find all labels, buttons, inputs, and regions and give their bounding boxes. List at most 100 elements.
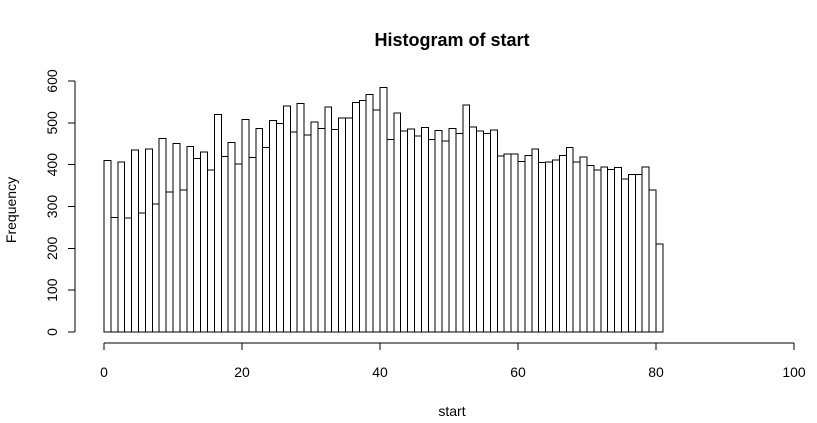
y-tick-label: 300 bbox=[44, 195, 60, 219]
histogram-bar bbox=[386, 139, 395, 333]
histogram-bar bbox=[572, 161, 581, 333]
y-tick-label: 500 bbox=[44, 111, 60, 135]
histogram-bar bbox=[241, 118, 250, 333]
x-tick-label: 60 bbox=[510, 364, 526, 380]
histogram-bar bbox=[517, 161, 526, 333]
histogram-bar bbox=[558, 154, 567, 333]
histogram-bar bbox=[379, 87, 388, 333]
histogram-bar bbox=[586, 165, 595, 333]
histogram-bar bbox=[303, 134, 312, 333]
histogram-bar bbox=[124, 217, 133, 333]
histogram-bar bbox=[503, 153, 512, 333]
histogram-bar bbox=[358, 100, 367, 333]
histogram-bar bbox=[634, 174, 643, 333]
histogram-bar bbox=[565, 147, 574, 333]
histogram-bar bbox=[213, 113, 222, 333]
histogram-bar bbox=[269, 119, 278, 333]
histogram-bar bbox=[276, 123, 284, 333]
histogram-bar bbox=[310, 121, 319, 333]
histogram-bar bbox=[476, 130, 485, 333]
histogram-bar bbox=[248, 157, 257, 333]
histogram-bar bbox=[193, 157, 202, 333]
histogram-bar bbox=[289, 131, 298, 333]
histogram-bar bbox=[407, 128, 416, 333]
histogram-bar bbox=[469, 126, 478, 333]
histogram-bar bbox=[462, 104, 471, 333]
histogram-bar bbox=[400, 130, 409, 333]
histogram-bar bbox=[200, 151, 209, 333]
histogram-bar bbox=[441, 140, 450, 333]
histogram-bar bbox=[538, 162, 547, 333]
histogram-bar bbox=[165, 191, 174, 333]
histogram-bar bbox=[614, 167, 622, 333]
histogram-bar bbox=[351, 101, 360, 333]
histogram-bar bbox=[331, 129, 340, 333]
histogram-bar bbox=[172, 142, 181, 333]
histogram-bar bbox=[324, 106, 333, 333]
histogram-bar bbox=[345, 117, 353, 333]
y-axis: 0 100 200 300 400 500 600 bbox=[44, 69, 76, 336]
histogram-bar bbox=[496, 155, 505, 333]
histogram-bar bbox=[434, 129, 443, 333]
histogram-bar bbox=[372, 109, 381, 333]
histogram-bar bbox=[144, 148, 153, 333]
y-tick-label: 200 bbox=[44, 236, 60, 260]
histogram-bar bbox=[262, 147, 271, 333]
histogram-bar bbox=[627, 174, 636, 333]
histogram-bar bbox=[510, 153, 519, 333]
histogram-bar bbox=[317, 127, 326, 333]
histogram-bar bbox=[545, 161, 553, 333]
x-tick-label: 0 bbox=[100, 364, 108, 380]
y-tick-label: 0 bbox=[44, 328, 60, 336]
histogram-bar bbox=[365, 93, 374, 333]
histogram-bar bbox=[655, 243, 664, 333]
histogram-bar bbox=[600, 166, 609, 333]
histogram-bar bbox=[138, 212, 146, 333]
histogram-bar bbox=[531, 148, 540, 333]
histogram-bar bbox=[648, 189, 657, 333]
histogram-bar bbox=[207, 169, 215, 333]
y-axis-label: Frequency bbox=[3, 177, 19, 243]
histogram-bar bbox=[220, 156, 229, 333]
histogram-bar bbox=[420, 126, 429, 333]
y-tick-label: 600 bbox=[44, 69, 60, 93]
histogram-bar bbox=[158, 137, 167, 333]
histogram-bar bbox=[282, 105, 291, 333]
chart-title: Histogram of start bbox=[374, 30, 529, 50]
histogram-bar bbox=[448, 128, 457, 333]
histogram-bar bbox=[455, 132, 464, 333]
histogram-bar bbox=[151, 203, 160, 333]
histogram-bar bbox=[296, 103, 305, 333]
bars-group bbox=[103, 87, 664, 333]
x-tick-label: 40 bbox=[372, 364, 388, 380]
histogram-bar bbox=[117, 161, 126, 333]
histogram-bar bbox=[103, 159, 112, 333]
y-tick-label: 400 bbox=[44, 153, 60, 177]
histogram-bar bbox=[489, 129, 498, 333]
x-tick-label: 100 bbox=[782, 364, 806, 380]
histogram-bar bbox=[179, 189, 188, 333]
histogram-bar bbox=[579, 156, 588, 333]
histogram-bar bbox=[227, 142, 236, 333]
histogram-bar bbox=[186, 145, 195, 333]
histogram-bar bbox=[593, 169, 602, 333]
histogram-bar bbox=[427, 139, 436, 333]
histogram-bar bbox=[607, 169, 616, 333]
histogram-bar bbox=[131, 149, 140, 333]
histogram-bar bbox=[255, 127, 264, 333]
x-axis-label: start bbox=[438, 403, 465, 419]
histogram-bar bbox=[110, 216, 119, 333]
y-tick-label: 100 bbox=[44, 278, 60, 302]
histogram-bar bbox=[234, 163, 243, 333]
histogram-bar bbox=[641, 166, 650, 333]
histogram-bar bbox=[393, 112, 402, 333]
x-axis: 0 20 40 60 80 100 bbox=[100, 342, 806, 380]
histogram-bar bbox=[338, 117, 347, 333]
histogram-bar bbox=[552, 159, 560, 333]
x-tick-label: 80 bbox=[648, 364, 664, 380]
histogram-bar bbox=[524, 154, 533, 333]
histogram-bar bbox=[621, 178, 629, 333]
x-tick-label: 20 bbox=[234, 364, 250, 380]
histogram-bar bbox=[414, 135, 422, 333]
